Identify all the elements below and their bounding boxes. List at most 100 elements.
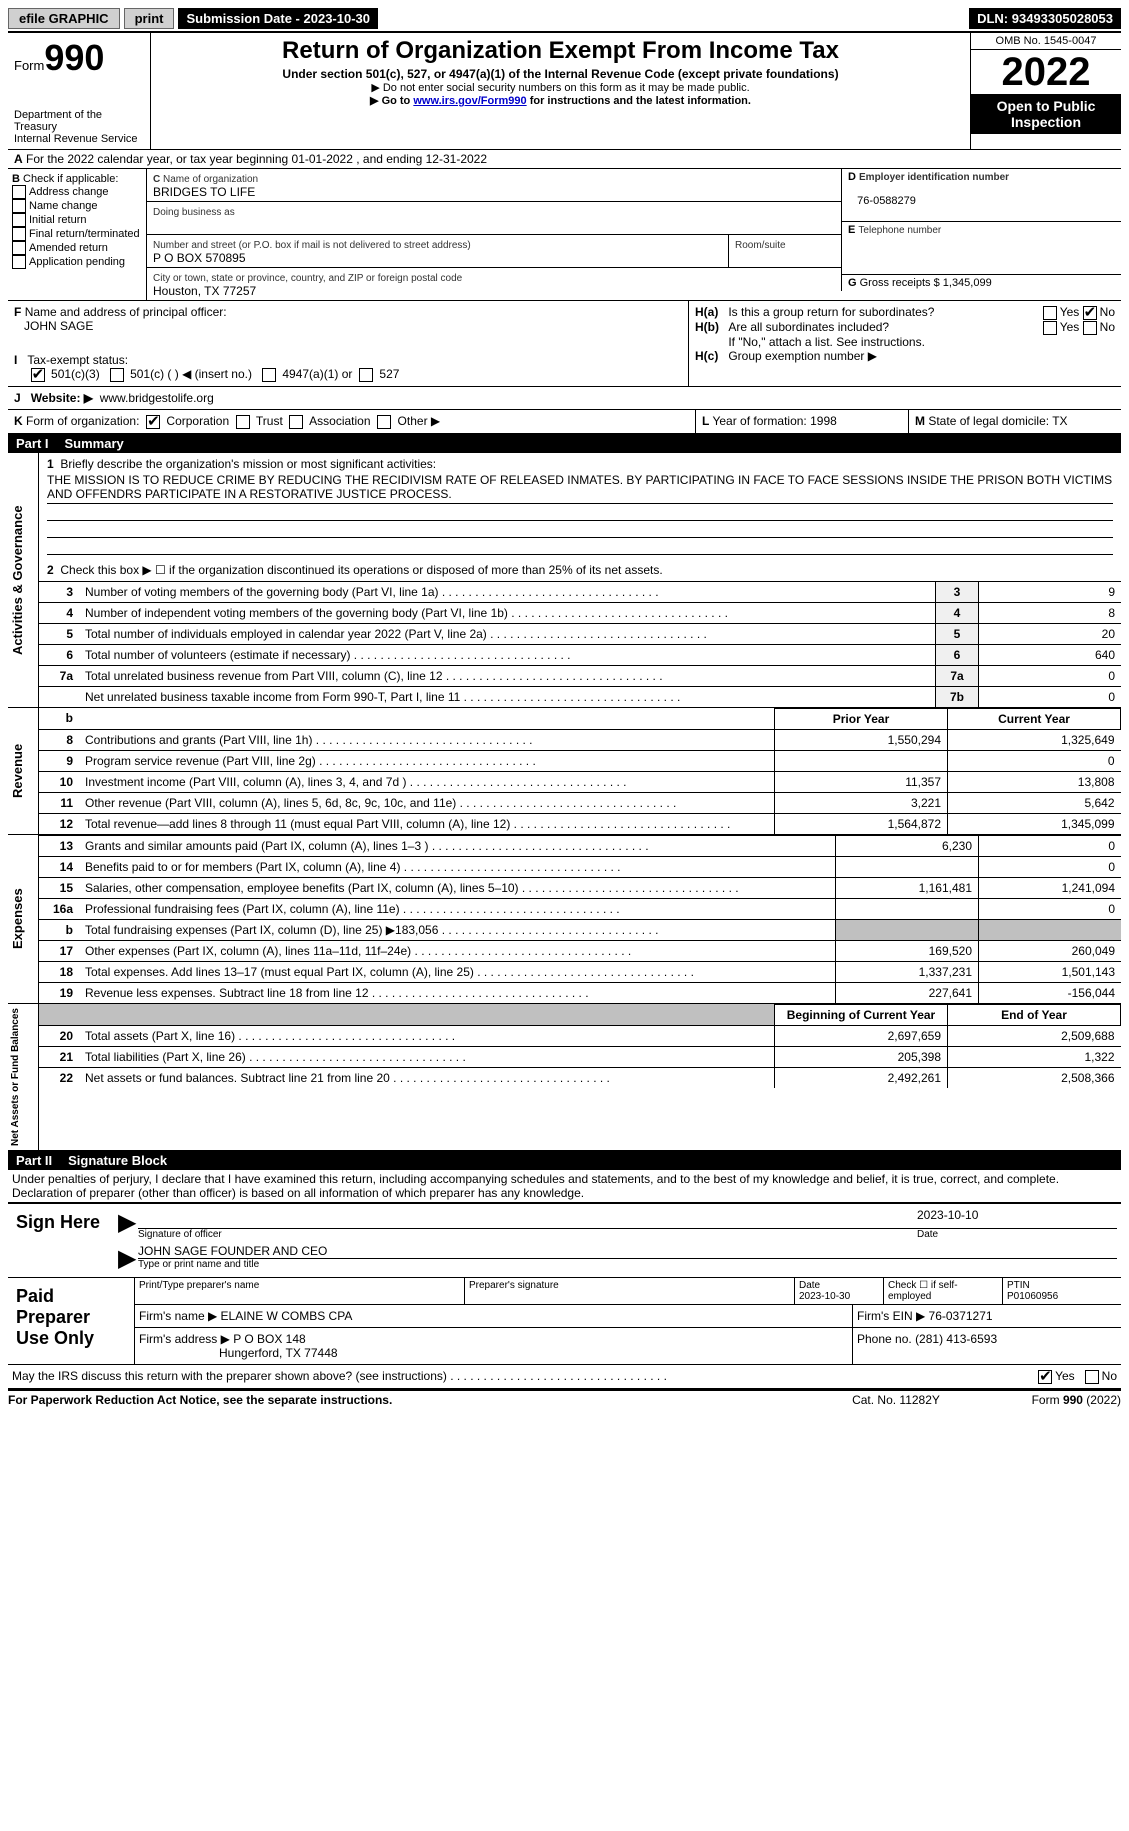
form-org-label: Form of organization: xyxy=(26,414,139,428)
form-number-block: Form990 Department of the Treasury Inter… xyxy=(8,33,151,149)
submission-date: Submission Date - 2023-10-30 xyxy=(178,8,378,29)
efile-label: efile GRAPHIC xyxy=(8,8,120,29)
firm-addr1: P O BOX 148 xyxy=(233,1332,306,1346)
table-row: 8Contributions and grants (Part VIII, li… xyxy=(39,729,1121,750)
addr-label: Number and street (or P.O. box if mail i… xyxy=(153,240,471,251)
table-row: 3Number of voting members of the governi… xyxy=(39,581,1121,602)
governance-table: 3Number of voting members of the governi… xyxy=(39,581,1121,707)
revenue-table: b Prior Year Current Year 8Contributions… xyxy=(39,708,1121,834)
firm-name: ELAINE W COMBS CPA xyxy=(221,1309,353,1323)
corp-label: Corporation xyxy=(166,414,229,428)
table-row: 20Total assets (Part X, line 16)2,697,65… xyxy=(39,1025,1121,1046)
org-name: BRIDGES TO LIFE xyxy=(153,185,255,199)
4947-checkbox[interactable] xyxy=(262,368,276,382)
amended-label: Amended return xyxy=(29,242,108,254)
table-row: 6Total number of volunteers (estimate if… xyxy=(39,644,1121,665)
final-return-checkbox[interactable] xyxy=(12,227,26,241)
ha-yes[interactable] xyxy=(1043,306,1057,320)
table-row: bTotal fundraising expenses (Part IX, co… xyxy=(39,919,1121,940)
501c-checkbox[interactable] xyxy=(110,368,124,382)
table-row: 14Benefits paid to or for members (Part … xyxy=(39,856,1121,877)
perjury-declaration: Under penalties of perjury, I declare th… xyxy=(8,1170,1121,1203)
table-row: 9Program service revenue (Part VIII, lin… xyxy=(39,750,1121,771)
ptin-label: PTIN xyxy=(1007,1280,1030,1291)
sig-date: 2023-10-10 xyxy=(917,1208,1117,1228)
irs-label: Internal Revenue Service xyxy=(14,133,144,145)
ha-no[interactable] xyxy=(1083,306,1097,320)
open-inspection: Open to Public Inspection xyxy=(971,94,1121,134)
table-row: 17Other expenses (Part IX, column (A), l… xyxy=(39,940,1121,961)
cat-no: Cat. No. 11282Y xyxy=(821,1393,971,1407)
firm-phone-label: Phone no. xyxy=(857,1332,915,1346)
part2-num: Part II xyxy=(16,1153,52,1168)
goto-pre: ▶ Go to xyxy=(370,95,413,107)
501c3-checkbox[interactable] xyxy=(31,368,45,382)
assoc-checkbox[interactable] xyxy=(289,415,303,429)
section-c: C Name of organization BRIDGES TO LIFE D… xyxy=(147,169,841,300)
ssn-warning: ▶ Do not enter social security numbers o… xyxy=(157,81,964,94)
trust-checkbox[interactable] xyxy=(236,415,250,429)
section-deg: D Employer identification number 76-0588… xyxy=(841,169,1121,300)
form-word: Form xyxy=(14,58,44,73)
type-print-label: Type or print name and title xyxy=(138,1259,1117,1270)
expenses-block: Expenses 13Grants and similar amounts pa… xyxy=(8,835,1121,1004)
527-checkbox[interactable] xyxy=(359,368,373,382)
preparer-date: 2023-10-30 xyxy=(799,1291,850,1302)
subs-note: If "No," attach a list. See instructions… xyxy=(728,335,1115,349)
table-row: 15Salaries, other compensation, employee… xyxy=(39,877,1121,898)
section-b: B Check if applicable: Address change Na… xyxy=(8,169,147,300)
table-row: Net unrelated business taxable income fr… xyxy=(39,686,1121,707)
subdate-label: Submission Date - xyxy=(186,11,303,26)
year-formation-label: Year of formation: xyxy=(712,414,810,428)
paperwork-notice: For Paperwork Reduction Act Notice, see … xyxy=(8,1393,821,1407)
section-activities: Activities & Governance xyxy=(8,453,27,707)
end-year-hdr: End of Year xyxy=(948,1004,1121,1025)
table-row: 16aProfessional fundraising fees (Part I… xyxy=(39,898,1121,919)
officer-signature-line xyxy=(138,1208,917,1228)
sig-date-label: Date xyxy=(917,1229,1117,1240)
dln-label: DLN: xyxy=(977,11,1012,26)
subdate-value: 2023-10-30 xyxy=(304,11,371,26)
form-number: 990 xyxy=(44,37,104,78)
omb-number: OMB No. 1545-0047 xyxy=(971,33,1121,50)
firm-name-label: Firm's name ▶ xyxy=(139,1309,221,1323)
city-label: City or town, state or province, country… xyxy=(153,273,462,284)
part1-title: Summary xyxy=(65,436,124,451)
sign-here-label: Sign Here xyxy=(8,1204,114,1277)
mission-label: Briefly describe the organization's miss… xyxy=(60,457,436,471)
corp-checkbox[interactable] xyxy=(146,415,160,429)
527-label: 527 xyxy=(379,367,399,381)
firm-ein-label: Firm's EIN ▶ xyxy=(857,1309,929,1323)
firm-addr2: Hungerford, TX 77448 xyxy=(219,1346,338,1360)
501c3-label: 501(c)(3) xyxy=(51,367,100,381)
org-address: P O BOX 570895 xyxy=(153,251,246,265)
name-change-label: Name change xyxy=(29,200,98,212)
amended-checkbox[interactable] xyxy=(12,241,26,255)
addr-change-checkbox[interactable] xyxy=(12,185,26,199)
arrow-icon: ▶ xyxy=(118,1208,138,1240)
print-button[interactable]: print xyxy=(124,8,175,29)
part2-bar: Part II Signature Block xyxy=(8,1151,1121,1170)
entity-block: B Check if applicable: Address change Na… xyxy=(8,168,1121,300)
current-year-hdr: Current Year xyxy=(948,708,1121,729)
dln: DLN: 93493305028053 xyxy=(969,8,1121,29)
page-footer: For Paperwork Reduction Act Notice, see … xyxy=(8,1389,1121,1407)
app-pending-checkbox[interactable] xyxy=(12,255,26,269)
initial-return-checkbox[interactable] xyxy=(12,213,26,227)
discuss-no[interactable] xyxy=(1085,1370,1099,1384)
table-row: 4Number of independent voting members of… xyxy=(39,602,1121,623)
hb-yes[interactable] xyxy=(1043,321,1057,335)
discuss-yes[interactable] xyxy=(1038,1370,1052,1384)
ein-value: 76-0588279 xyxy=(857,195,916,207)
officer-name-title: JOHN SAGE FOUNDER AND CEO xyxy=(138,1244,1117,1259)
phone-label: Telephone number xyxy=(858,225,941,236)
dln-value: 93493305028053 xyxy=(1012,11,1113,26)
hb-no[interactable] xyxy=(1083,321,1097,335)
app-pending-label: Application pending xyxy=(29,256,125,268)
state-domicile-label: State of legal domicile: xyxy=(928,414,1052,428)
mission-blank3 xyxy=(47,538,1113,555)
name-change-checkbox[interactable] xyxy=(12,199,26,213)
irs-link[interactable]: www.irs.gov/Form990 xyxy=(413,95,526,107)
section-expenses: Expenses xyxy=(8,835,27,1003)
other-checkbox[interactable] xyxy=(377,415,391,429)
